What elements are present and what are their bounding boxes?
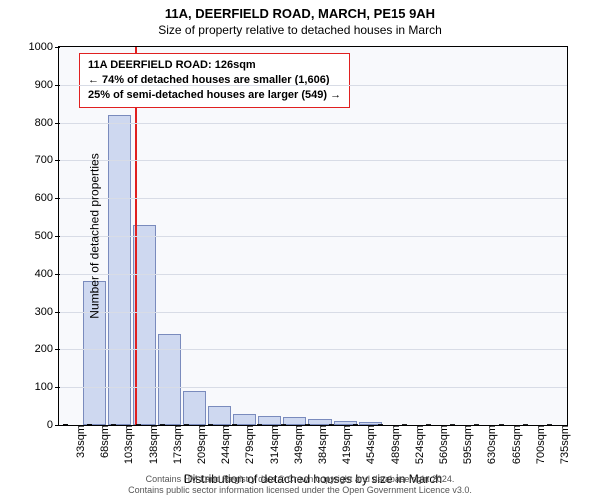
bar — [158, 334, 181, 425]
footer-line-2: Contains public sector information licen… — [0, 485, 600, 496]
x-tick-label: 138sqm — [142, 425, 160, 464]
footer-attribution: Contains HM Land Registry data © Crown c… — [0, 474, 600, 497]
y-tick-label: 700 — [35, 154, 59, 166]
x-tick-label: 279sqm — [238, 425, 256, 464]
gridline — [59, 312, 567, 313]
x-tick-label: 735sqm — [553, 425, 571, 464]
y-tick-label: 400 — [35, 268, 59, 280]
callout-box: 11A DEERFIELD ROAD: 126sqm← 74% of detac… — [79, 53, 350, 108]
x-tick-label: 68sqm — [93, 425, 111, 458]
bar — [208, 406, 231, 425]
x-tick-label: 595sqm — [456, 425, 474, 464]
callout-line: 25% of semi-detached houses are larger (… — [88, 88, 341, 103]
y-tick-label: 600 — [35, 192, 59, 204]
gridline — [59, 85, 567, 86]
chart-title-block: 11A, DEERFIELD ROAD, MARCH, PE15 9AH Siz… — [0, 0, 600, 37]
gridline — [59, 236, 567, 237]
x-tick-label: 700sqm — [529, 425, 547, 464]
y-tick-label: 200 — [35, 343, 59, 355]
bar — [108, 115, 131, 425]
y-tick-label: 800 — [35, 117, 59, 129]
bar — [183, 391, 206, 425]
gridline — [59, 274, 567, 275]
x-tick-label: 209sqm — [190, 425, 208, 464]
plot-area: 11A DEERFIELD ROAD: 126sqm← 74% of detac… — [58, 46, 568, 426]
gridline — [59, 123, 567, 124]
gridline — [59, 387, 567, 388]
x-tick-label: 33sqm — [69, 425, 87, 458]
x-tick-label: 244sqm — [214, 425, 232, 464]
y-tick-label: 900 — [35, 79, 59, 91]
x-tick-label: 560sqm — [432, 425, 450, 464]
y-tick-label: 100 — [35, 381, 59, 393]
gridline — [59, 160, 567, 161]
x-tick-label: 454sqm — [359, 425, 377, 464]
chart: 11A DEERFIELD ROAD: 126sqm← 74% of detac… — [58, 46, 568, 426]
footer-line-1: Contains HM Land Registry data © Crown c… — [0, 474, 600, 485]
y-tick-label: 300 — [35, 306, 59, 318]
bar — [283, 417, 306, 425]
x-tick-label: 630sqm — [480, 425, 498, 464]
chart-title: 11A, DEERFIELD ROAD, MARCH, PE15 9AH — [0, 6, 600, 21]
x-tick-label: 665sqm — [505, 425, 523, 464]
y-axis-label: Number of detached properties — [88, 153, 102, 318]
y-tick-label: 0 — [47, 419, 59, 431]
x-tick-label: 524sqm — [408, 425, 426, 464]
callout-line: 11A DEERFIELD ROAD: 126sqm — [88, 58, 341, 73]
gridline — [59, 198, 567, 199]
x-tick-label: 489sqm — [384, 425, 402, 464]
x-tick-label: 349sqm — [287, 425, 305, 464]
x-tick-label: 173sqm — [166, 425, 184, 464]
chart-subtitle: Size of property relative to detached ho… — [0, 23, 600, 37]
x-tick-label: 103sqm — [117, 425, 135, 464]
x-tick-label: 384sqm — [311, 425, 329, 464]
x-tick-label: 314sqm — [263, 425, 281, 464]
y-tick-label: 500 — [35, 230, 59, 242]
x-tick-label: 419sqm — [335, 425, 353, 464]
y-tick-label: 1000 — [29, 41, 59, 53]
gridline — [59, 349, 567, 350]
